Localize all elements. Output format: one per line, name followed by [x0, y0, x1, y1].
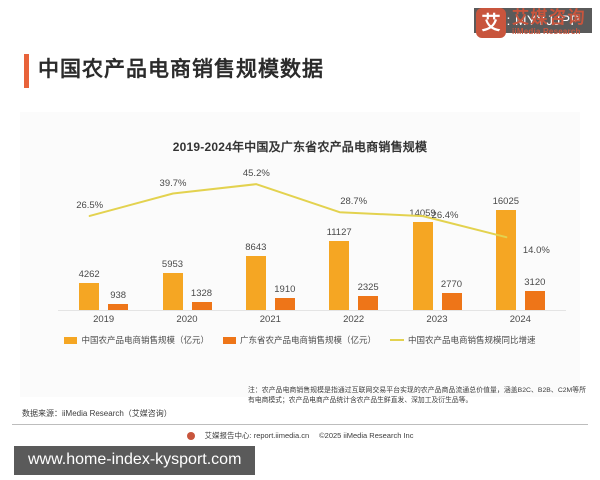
bar-group: 11127 2325	[312, 170, 395, 310]
bar-value-label: 16025	[492, 196, 520, 207]
brand-name-cn: 艾媒咨询	[512, 8, 586, 27]
brand-mark-icon: 艾	[476, 8, 506, 38]
legend-bar-swatch	[222, 336, 236, 344]
data-source: 数据来源：iiMedia Research（艾媒咨询）	[22, 409, 172, 418]
bar-guangdong: 1910	[274, 284, 295, 310]
x-axis-label: 2024	[509, 314, 531, 325]
header-accent-bar	[24, 54, 29, 88]
report-center-icon	[186, 431, 195, 440]
chart-baseline	[58, 310, 566, 311]
page-title: 中国农产品电商销售规模数据	[38, 58, 324, 81]
footer-divider	[12, 424, 588, 425]
chart-title: 2019-2024年中国及广东省农产品电商销售规模	[172, 140, 428, 154]
x-axis-label: 2019	[93, 314, 115, 325]
chart-plot-area: 4262 938 5953 1328 8643 1910 11127 2325 14059 277…	[62, 170, 562, 310]
bar-guangdong: 3120	[524, 277, 545, 310]
bar-group: 5953 1328	[146, 170, 229, 310]
legend-label: 中国农产品电商销售规模同比增速	[408, 335, 536, 345]
x-axis-label: 2023	[426, 314, 448, 325]
bar-value-label: 8643	[245, 242, 267, 254]
bar-group: 8643 1910	[229, 170, 312, 310]
x-axis-label: 2022	[343, 314, 365, 325]
x-axis-label: 2020	[176, 314, 198, 325]
bar-china: 8643	[245, 242, 266, 310]
legend-line-swatch	[390, 339, 404, 341]
bar-value-label: 1328	[190, 287, 213, 299]
bar-china: 5953	[162, 259, 183, 310]
chart-note: 注：农产品电商销售规模是指通过互联网交易平台实现的农产品商品流通总价值量，涵盖B…	[248, 387, 586, 404]
bar-china: 11127	[327, 227, 352, 310]
bar-value-label: 938	[110, 290, 127, 302]
bar-group: 4262 938	[62, 170, 145, 310]
bar-value-label: 4262	[78, 269, 100, 281]
bar-guangdong: 2770	[441, 279, 462, 310]
legend-label: 广东省农产品电商销售规模（亿元）	[239, 335, 376, 345]
x-axis-label: 2021	[259, 314, 281, 325]
bar-china: 4262	[79, 269, 100, 310]
brand-text: 艾媒咨询 iiMedia Research	[512, 9, 586, 37]
bar-china: 14059	[409, 208, 436, 310]
report-center-text: 艾媒报告中心: report.iimedia.cn	[204, 431, 310, 440]
bar-value-label: 5953	[161, 258, 184, 270]
legend-item[interactable]: 中国农产品电商销售规模同比增速	[390, 334, 536, 346]
legend-item[interactable]: 广东省农产品电商销售规模（亿元）	[222, 334, 376, 346]
bar-group: 16025 3120	[479, 170, 562, 310]
legend-bar-swatch	[64, 336, 78, 344]
bar-guangdong: 938	[108, 290, 129, 310]
chart-legend: 中国农产品电商销售规模（亿元） 广东省农产品电商销售规模（亿元） 中国农产品电商销售…	[20, 334, 580, 346]
brand-logo: 艾 艾媒咨询 iiMedia Research	[476, 8, 586, 38]
footer-copyright: 艾媒报告中心: report.iimedia.cn ©2025 iiMedia …	[0, 430, 600, 441]
x-axis-labels: 2019 2020 2021 2022 2023 2024	[62, 314, 562, 332]
brand-name-en: iiMedia Research	[512, 27, 581, 36]
chart-card: 2019-2024年中国及广东省农产品电商销售规模 4262 938 5953 132…	[20, 112, 580, 397]
page-header: 中国农产品电商销售规模数据	[0, 50, 600, 102]
bar-value-label: 2770	[440, 278, 463, 290]
bar-china: 16025	[493, 196, 519, 310]
bar-value-label: 3120	[524, 276, 546, 288]
legend-item[interactable]: 中国农产品电商销售规模（亿元）	[64, 334, 209, 346]
legend-label: 中国农产品电商销售规模（亿元）	[81, 335, 209, 345]
bar-value-label: 11127	[326, 226, 352, 238]
bar-value-label: 14059	[409, 208, 436, 220]
bar-group: 14059 2770	[396, 170, 479, 310]
bar-guangdong: 1328	[191, 288, 212, 310]
bar-value-label: 2325	[357, 281, 379, 293]
bar-guangdong: 2325	[358, 282, 379, 310]
bar-value-label: 1910	[274, 284, 296, 296]
copyright-text: ©2025 iiMedia Research Inc	[319, 431, 414, 440]
url-watermark: www.home-index-kysport.com	[14, 446, 256, 475]
